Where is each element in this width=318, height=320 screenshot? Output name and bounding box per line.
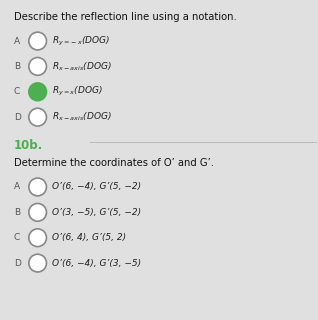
Text: Describe the reflection line using a notation.: Describe the reflection line using a not… (14, 12, 237, 22)
Text: O’(3, −5), G’(5, −2): O’(3, −5), G’(5, −2) (52, 208, 141, 217)
Circle shape (29, 32, 46, 50)
Text: 10b.: 10b. (14, 140, 43, 152)
Circle shape (29, 178, 46, 196)
Text: D: D (14, 113, 21, 122)
Text: B: B (14, 62, 20, 71)
Text: $R_{x-axis}$(DOG): $R_{x-axis}$(DOG) (52, 111, 112, 124)
Text: $R_{y=x}$(DOG): $R_{y=x}$(DOG) (52, 85, 103, 98)
Text: D: D (14, 259, 21, 268)
Circle shape (29, 254, 46, 272)
Text: C: C (14, 233, 20, 242)
Text: A: A (14, 182, 20, 191)
Circle shape (29, 58, 46, 75)
Text: $R_{y=-x}$(DOG): $R_{y=-x}$(DOG) (52, 35, 110, 48)
Text: Determine the coordinates of O’ and G’.: Determine the coordinates of O’ and G’. (14, 158, 214, 168)
Text: C: C (14, 87, 20, 96)
Text: B: B (14, 208, 20, 217)
Circle shape (29, 83, 46, 101)
Circle shape (29, 229, 46, 247)
Circle shape (29, 108, 46, 126)
Text: O’(6, −4), G’(3, −5): O’(6, −4), G’(3, −5) (52, 259, 141, 268)
Text: $R_{x-axis}$(DOG): $R_{x-axis}$(DOG) (52, 60, 112, 73)
Text: O’(6, −4), G’(5, −2): O’(6, −4), G’(5, −2) (52, 182, 141, 191)
Text: O’(6, 4), G’(5, 2): O’(6, 4), G’(5, 2) (52, 233, 126, 242)
Text: A: A (14, 36, 20, 45)
Circle shape (29, 204, 46, 221)
